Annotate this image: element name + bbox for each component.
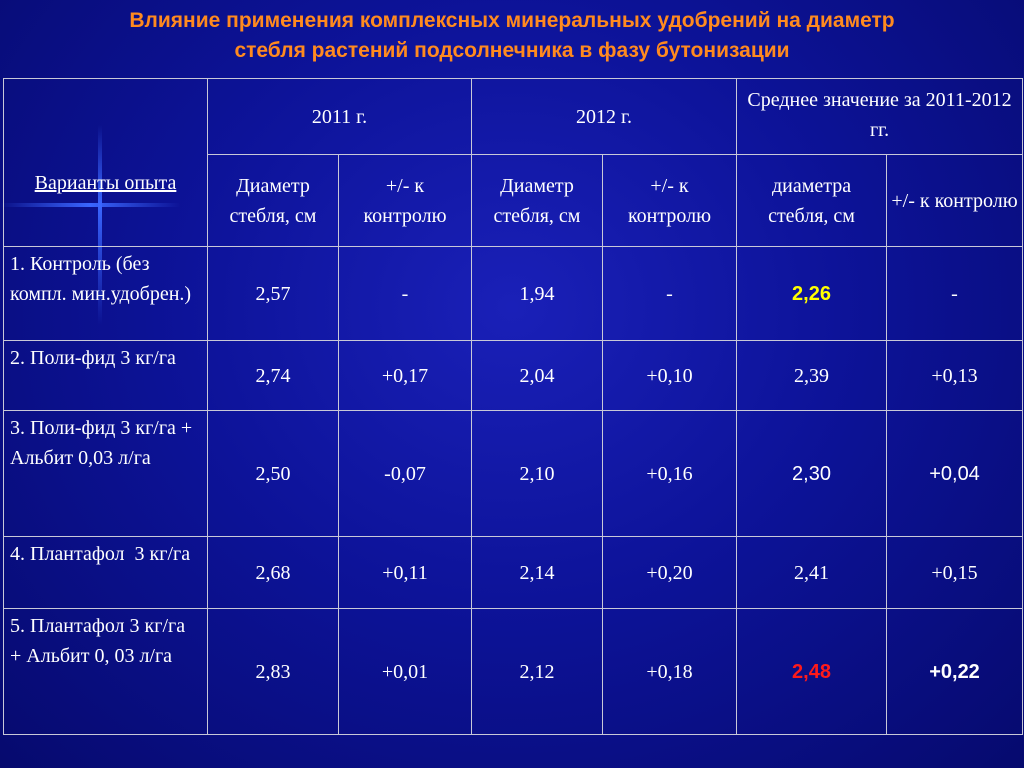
cell-diameter-2011: 2,83 <box>207 608 339 735</box>
table-row: 4. Плантафол 3 кг/га 2,68 +0,11 2,14 +0,… <box>3 536 1024 609</box>
cell-delta-2012: +0,10 <box>601 340 738 411</box>
title-line-1: Влияние применения комплексных минеральн… <box>129 9 895 32</box>
table-row: 5. Плантафол 3 кг/га + Альбит 0, 03 л/га… <box>3 608 1024 735</box>
cell-avg-delta: - <box>886 246 1024 341</box>
header-delta-2011: +/- к контролю <box>338 154 472 247</box>
row-label: 3. Поли-фид 3 кг/га + Альбит 0,03 л/га <box>3 410 208 537</box>
header-diameter-2012: Диаметр стебля, см <box>471 154 603 247</box>
cell-delta-2011: -0,07 <box>338 410 472 537</box>
cell-diameter-2012: 1,94 <box>471 246 603 341</box>
cell-avg-diameter: 2,41 <box>736 536 888 609</box>
row-label: 5. Плантафол 3 кг/га + Альбит 0, 03 л/га <box>3 608 208 735</box>
row-label: 1. Контроль (без компл. мин.удобрен.) <box>3 246 208 341</box>
title-line-2: стебля растений подсолнечника в фазу бут… <box>234 39 790 62</box>
table-row: 2. Поли-фид 3 кг/га 2,74 +0,17 2,04 +0,1… <box>3 340 1024 411</box>
cell-delta-2012: +0,18 <box>601 608 738 735</box>
cell-delta-2011: - <box>338 246 472 341</box>
cell-delta-2012: - <box>601 246 738 341</box>
cell-avg-delta: +0,04 <box>886 410 1024 537</box>
header-variants-label: Варианты опыта <box>34 171 177 194</box>
header-average: Среднее значение за 2011-2012 гг. <box>736 78 1024 155</box>
header-average-label: Среднее значение за 2011-2012 гг. <box>747 89 1012 141</box>
data-table: Варианты опыта 2011 г. 2012 г. Среднее з… <box>3 78 1024 735</box>
cell-avg-delta: +0,22 <box>886 608 1024 735</box>
header-year-2011: 2011 г. <box>207 78 472 155</box>
cell-diameter-2012: 2,04 <box>471 340 603 411</box>
cell-diameter-2011: 2,57 <box>207 246 339 341</box>
cell-avg-delta: +0,15 <box>886 536 1024 609</box>
table-row: 1. Контроль (без компл. мин.удобрен.) 2,… <box>3 246 1024 341</box>
cell-delta-2012: +0,20 <box>601 536 738 609</box>
slide-title: Влияние применения комплексных минеральн… <box>0 6 1024 66</box>
cell-avg-diameter: 2,26 <box>736 246 888 341</box>
header-delta-2012: +/- к контролю <box>601 154 738 247</box>
row-label: 2. Поли-фид 3 кг/га <box>3 340 208 411</box>
cell-avg-diameter: 2,30 <box>736 410 888 537</box>
cell-diameter-2012: 2,14 <box>471 536 603 609</box>
cell-diameter-2011: 2,68 <box>207 536 339 609</box>
cell-avg-diameter: 2,39 <box>736 340 888 411</box>
header-variants: Варианты опыта <box>3 78 208 247</box>
cell-diameter-2011: 2,74 <box>207 340 339 411</box>
cell-delta-2011: +0,01 <box>338 608 472 735</box>
header-year-2012: 2012 г. <box>470 78 738 155</box>
header-avg-diameter: диаметра стебля, см <box>736 154 888 247</box>
header-diameter-2011: Диаметр стебля, см <box>207 154 339 247</box>
header-avg-delta: +/- к контролю <box>886 154 1024 247</box>
cell-avg-delta: +0,13 <box>886 340 1024 411</box>
cell-delta-2011: +0,17 <box>338 340 472 411</box>
table-row: 3. Поли-фид 3 кг/га + Альбит 0,03 л/га 2… <box>3 410 1024 537</box>
row-label: 4. Плантафол 3 кг/га <box>3 536 208 609</box>
cell-diameter-2012: 2,12 <box>471 608 603 735</box>
cell-diameter-2012: 2,10 <box>471 410 603 537</box>
cell-delta-2011: +0,11 <box>338 536 472 609</box>
cell-diameter-2011: 2,50 <box>207 410 339 537</box>
cell-avg-diameter: 2,48 <box>736 608 888 735</box>
cell-delta-2012: +0,16 <box>601 410 738 537</box>
